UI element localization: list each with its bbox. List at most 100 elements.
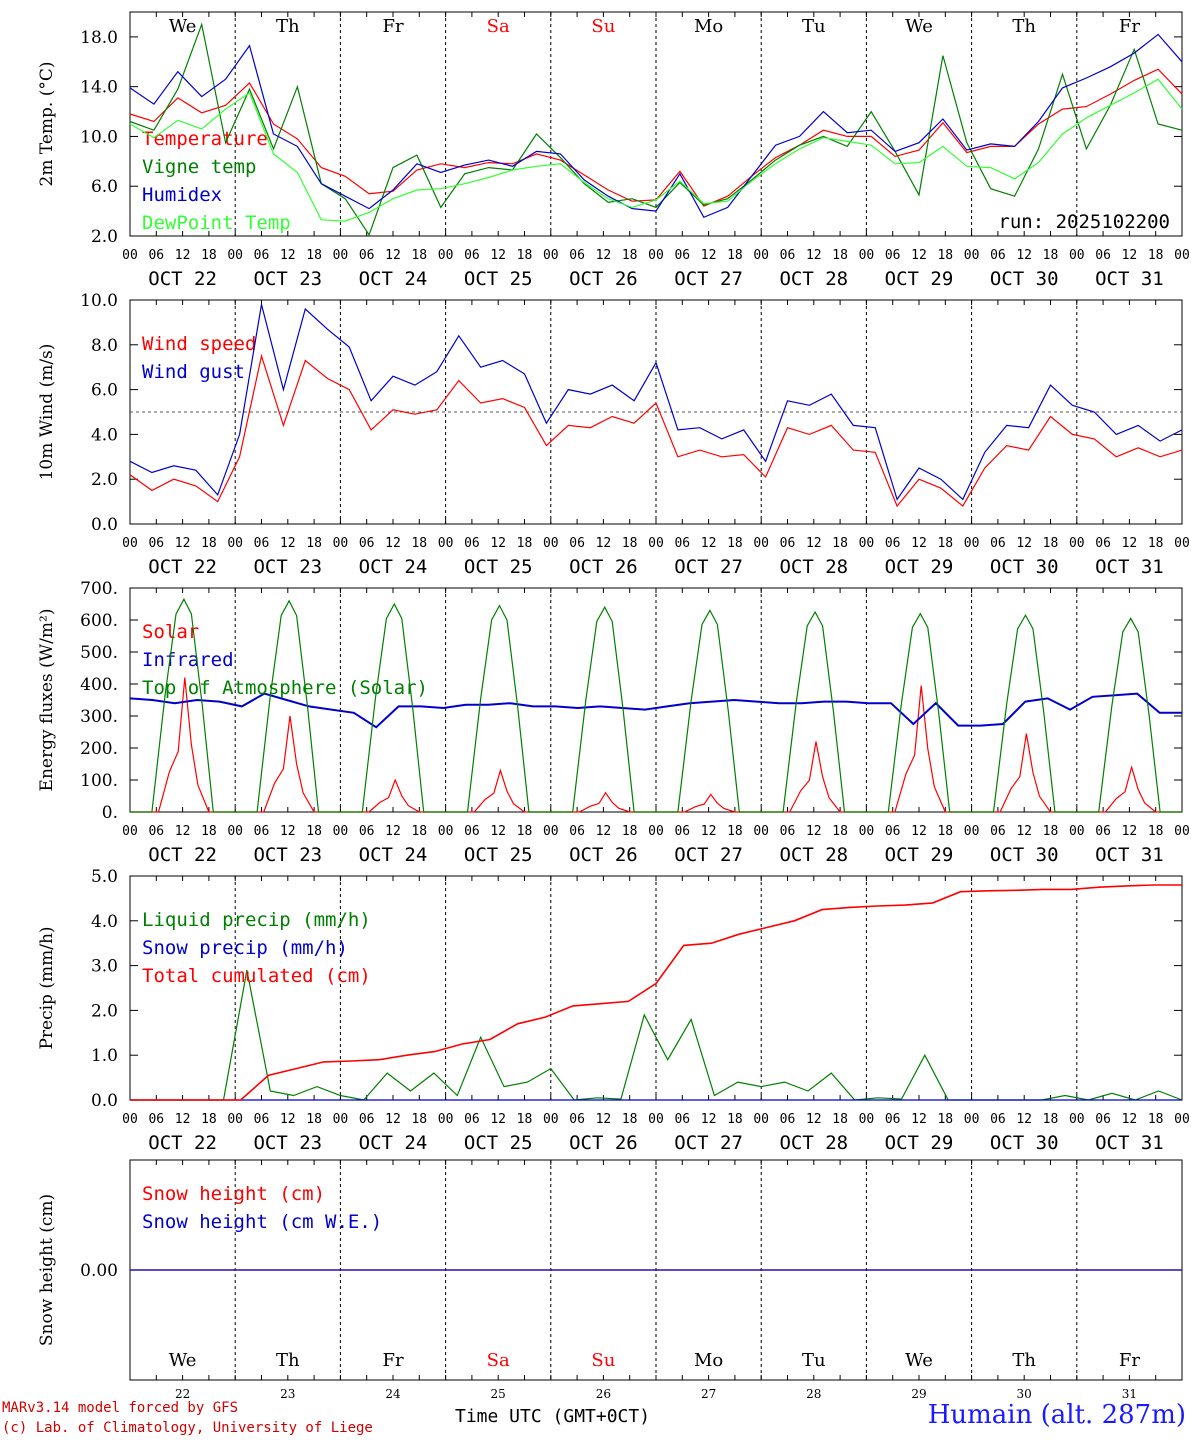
hour-tick-label: 12 [911,248,927,263]
y-tick-label: 0. [102,803,118,823]
hour-tick-label: 06 [990,1112,1006,1127]
hour-tick-label: 18 [622,248,638,263]
date-label: OCT 26 [569,268,638,290]
hour-tick-label: 06 [148,248,164,263]
hour-tick-label: 00 [753,824,769,839]
hour-tick-label: 18 [832,248,848,263]
series-line-total-cumulated-cm- [130,884,1182,1101]
hour-tick-label: 00 [122,536,138,551]
hour-tick-label: 12 [596,824,612,839]
hour-tick-label: 18 [727,536,743,551]
hour-tick-label: 12 [701,248,717,263]
date-label: OCT 23 [253,556,322,578]
hour-tick-label: 12 [1122,824,1138,839]
date-label: OCT 31 [1095,268,1164,290]
legend-entry: Infrared [142,649,234,671]
hour-tick-label: 06 [254,248,270,263]
y-tick-label: 2.0 [91,1001,118,1021]
hour-tick-label: 06 [674,1112,690,1127]
hour-tick-label: 12 [1016,536,1032,551]
y-tick-label: 14.0 [80,78,118,98]
hour-tick-label: 00 [543,536,559,551]
hour-tick-label: 18 [306,1112,322,1127]
hour-tick-label: 00 [648,1112,664,1127]
hour-tick-label: 12 [175,248,191,263]
hour-tick-label: 18 [411,536,427,551]
date-label: OCT 25 [464,844,533,866]
hour-tick-label: 12 [1122,248,1138,263]
series-line-top-of-atmosphere-solar- [130,597,1182,813]
hour-tick-label: 00 [227,248,243,263]
date-label: OCT 28 [779,268,848,290]
hour-tick-label: 12 [280,824,296,839]
date-label: OCT 28 [779,556,848,578]
panel-frame [129,11,1183,237]
hour-tick-label: 18 [937,536,953,551]
legend-entry: Wind speed [142,333,256,355]
day-name: We [169,1350,197,1371]
hour-tick-label: 00 [859,824,875,839]
day-name: Su [591,1350,615,1371]
series-line-humidex [129,33,1183,219]
date-label: OCT 27 [674,268,743,290]
hour-tick-label: 18 [727,824,743,839]
legend-entry: DewPoint Temp [142,212,291,234]
day-number: 30 [1017,1387,1032,1401]
y-tick-label: 100. [80,771,118,791]
hour-tick-label: 18 [306,824,322,839]
y-axis-label: Snow height (cm) [37,1194,57,1346]
hour-tick-label: 00 [1069,536,1085,551]
hour-tick-label: 18 [1043,536,1059,551]
hour-tick-label: 18 [201,536,217,551]
hour-tick-label: 12 [596,1112,612,1127]
hour-tick-label: 06 [990,248,1006,263]
hour-tick-label: 00 [543,824,559,839]
day-name: Th [1012,1350,1036,1371]
hour-tick-label: 06 [569,536,585,551]
legend-entry: Snow precip (mm/h) [142,937,348,959]
hour-tick-label: 12 [701,536,717,551]
hour-tick-label: 06 [569,248,585,263]
hour-tick-label: 06 [254,824,270,839]
hour-tick-label: 18 [517,1112,533,1127]
date-label: OCT 30 [990,556,1059,578]
day-name: Mo [694,1350,723,1371]
hour-tick-label: 12 [385,536,401,551]
hour-tick-label: 12 [1016,824,1032,839]
hour-tick-label: 00 [333,248,349,263]
y-axis-label: 2m Temp. (°C) [37,61,57,186]
hour-tick-label: 00 [227,1112,243,1127]
hour-tick-label: 18 [832,536,848,551]
date-label: OCT 29 [885,1132,954,1154]
hour-tick-label: 06 [1095,824,1111,839]
y-tick-label: 2.0 [91,470,118,490]
hour-tick-label: 00 [122,824,138,839]
hour-tick-label: 00 [122,1112,138,1127]
hour-tick-label: 06 [359,536,375,551]
series-line-wind-gust [129,304,1183,501]
hour-tick-label: 18 [1148,248,1164,263]
date-label: OCT 31 [1095,844,1164,866]
hour-tick-label: 00 [333,824,349,839]
hour-tick-label: 06 [674,536,690,551]
hour-tick-label: 12 [806,248,822,263]
day-number: 31 [1122,1387,1137,1401]
hour-tick-label: 06 [254,1112,270,1127]
day-name: We [905,1350,933,1371]
date-label: OCT 22 [148,1132,217,1154]
y-tick-label: 2.0 [91,227,118,247]
y-tick-label: 10.0 [80,291,118,311]
date-label: OCT 22 [148,556,217,578]
hour-tick-label: 06 [780,536,796,551]
date-label: OCT 22 [148,268,217,290]
y-axis-label: 10m Wind (m/s) [37,344,57,481]
date-label: OCT 23 [253,844,322,866]
legend-entry: Wind gust [142,361,245,383]
date-label: OCT 24 [359,268,428,290]
hour-tick-label: 12 [701,1112,717,1127]
day-name: Fr [382,16,403,37]
hour-tick-label: 18 [1148,824,1164,839]
series-line-vigne-temp [129,22,1183,237]
legend-entry: Liquid precip (mm/h) [142,909,371,931]
